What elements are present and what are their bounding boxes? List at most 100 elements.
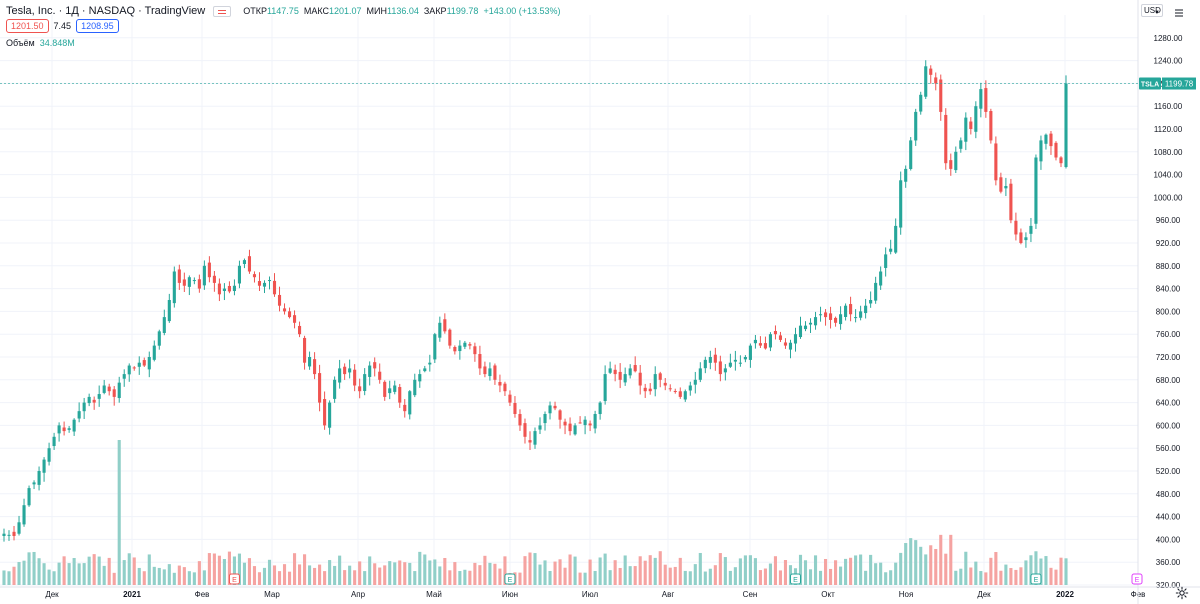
candle-body — [763, 343, 767, 349]
buy-quote-button[interactable]: 1208.95 — [76, 19, 119, 33]
candle-body — [748, 345, 752, 360]
candle-body — [738, 362, 742, 364]
volume-bar — [212, 553, 216, 585]
volume-bar — [743, 555, 747, 585]
candle-body — [753, 339, 757, 344]
candle-body — [277, 294, 282, 306]
volume-bar — [343, 570, 347, 585]
volume-bar — [583, 572, 587, 585]
volume-bar — [558, 559, 562, 585]
volume-bar — [132, 557, 136, 585]
candle-body — [42, 459, 46, 473]
volume-bar — [222, 559, 226, 585]
candle-body — [72, 419, 76, 432]
volume-bar — [47, 569, 51, 585]
menu-icon[interactable] — [1174, 5, 1184, 17]
volume-bar — [939, 534, 943, 585]
currency-selector[interactable]: USD ▼ — [1141, 4, 1163, 17]
candle-body — [182, 279, 186, 286]
candle-body — [458, 345, 462, 352]
volume-bar — [363, 571, 367, 585]
candle-body — [7, 534, 11, 536]
earnings-marker[interactable]: E — [504, 573, 516, 585]
volume-bar — [748, 555, 752, 585]
volume-bar — [292, 553, 297, 585]
candle-body — [513, 402, 517, 414]
candle-body — [257, 281, 262, 286]
volume-bar — [408, 562, 412, 585]
candle-body — [563, 421, 567, 426]
volume-bar — [448, 570, 452, 585]
candle-body — [398, 387, 402, 403]
volume-bar — [778, 570, 783, 585]
volume-bar — [488, 562, 492, 585]
candle-body — [1049, 133, 1053, 147]
volume-bar — [758, 570, 762, 585]
volume-bar — [423, 554, 427, 585]
legend-title: Tesla, Inc. · 1Д · NASDAQ · TradingView — [6, 5, 206, 17]
candle-body — [864, 305, 868, 314]
candle-body — [1044, 134, 1048, 144]
candle-body — [67, 428, 71, 430]
volume-bar — [182, 567, 186, 585]
volume-bar — [1064, 558, 1068, 585]
volume-bar — [257, 572, 262, 585]
volume-bar — [904, 543, 908, 585]
candle-body — [353, 369, 357, 386]
candle-body — [808, 322, 813, 325]
volume-bar — [232, 556, 236, 585]
earnings-label: E — [1034, 577, 1039, 584]
volume-bar — [478, 565, 482, 585]
candle-body — [939, 79, 943, 112]
candle-body — [152, 345, 156, 360]
volume-bar — [763, 568, 767, 585]
volume-bar — [42, 563, 46, 585]
y-tick-label: 440.00 — [1156, 513, 1181, 522]
candle-body — [683, 391, 687, 400]
candle-body — [488, 368, 492, 377]
candle-body — [783, 342, 788, 346]
volume-bar — [578, 572, 582, 585]
gear-icon[interactable] — [1175, 586, 1189, 600]
candle-body — [1054, 142, 1058, 158]
candle-body — [899, 180, 903, 228]
candle-body — [97, 394, 101, 399]
volume-bar — [884, 572, 888, 585]
volume-bar — [358, 561, 362, 585]
earnings-marker[interactable]: E — [228, 573, 240, 585]
candle-body — [443, 319, 447, 332]
earnings-marker[interactable]: E — [789, 573, 801, 585]
candle-body — [207, 262, 211, 278]
y-tick-label: 880.00 — [1156, 262, 1181, 271]
candle-body — [919, 94, 923, 112]
y-tick-label: 720.00 — [1156, 353, 1181, 362]
x-tick-label: Дек — [977, 590, 991, 599]
volume-bar — [483, 555, 487, 585]
quote-boxes: 1201.50 7.45 1208.95 — [6, 19, 119, 33]
volume-bar — [618, 567, 622, 585]
earnings-marker[interactable]: E — [1030, 573, 1042, 585]
future-earnings-marker[interactable]: E — [1131, 573, 1143, 585]
candle-body — [813, 317, 818, 326]
candle-body — [693, 379, 697, 385]
volume-bar — [32, 551, 36, 585]
volume-bar — [373, 563, 377, 585]
sell-quote-button[interactable]: 1201.50 — [6, 19, 49, 33]
y-tick-label: 400.00 — [1156, 535, 1181, 544]
y-tick-label: 560.00 — [1156, 444, 1181, 453]
volume-bar — [287, 571, 292, 585]
volume-bar — [909, 538, 913, 585]
volume-bar — [77, 563, 81, 585]
volume-bar — [678, 557, 682, 585]
volume-bar — [172, 572, 176, 585]
candle-body — [92, 399, 96, 403]
visibility-toggle-icon[interactable] — [213, 5, 232, 17]
candle-body — [904, 168, 908, 182]
volume-bar — [1029, 555, 1033, 585]
change-value: +143.00 (+13.53%) — [483, 6, 561, 16]
volume-bar — [167, 564, 171, 585]
volume-bar — [839, 566, 843, 585]
volume-bar — [473, 562, 477, 585]
